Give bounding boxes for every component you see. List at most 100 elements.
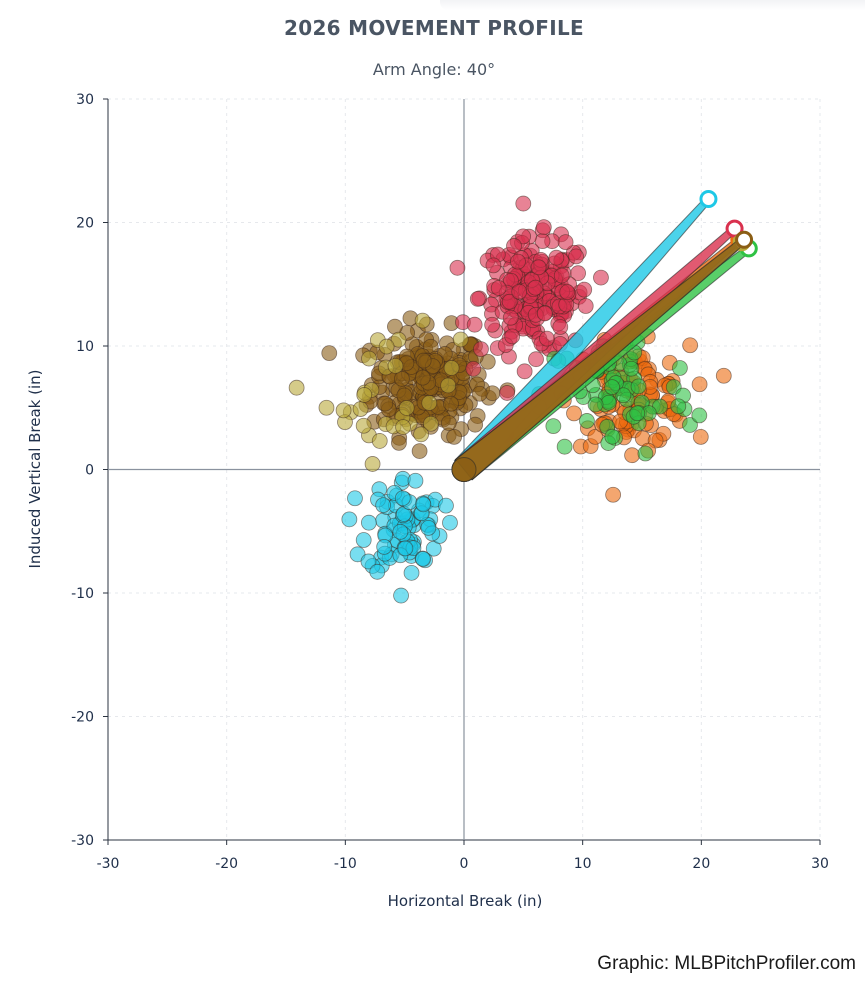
arrow-tip-marker [725, 219, 744, 238]
pitch-point [393, 587, 409, 604]
pitch-point [415, 352, 432, 369]
pitch-point [347, 490, 363, 507]
pitch-point [536, 305, 553, 322]
arm-angle-arrows [451, 190, 758, 482]
pitch-point [670, 398, 687, 415]
pitch-point [361, 350, 377, 367]
pitch-point [407, 472, 424, 489]
pitch-point [515, 228, 532, 245]
pitch-point [375, 497, 392, 514]
pitch-point [395, 419, 411, 435]
pitch-point [604, 428, 621, 445]
pitch-point [360, 514, 377, 531]
y-tick-label: -20 [71, 710, 94, 726]
pitch-point [391, 434, 407, 451]
pitch-point [469, 290, 486, 307]
pitch-point [369, 563, 386, 580]
pitch-point [568, 248, 585, 265]
x-tick-label: 0 [460, 856, 469, 872]
pitch-point [355, 532, 372, 548]
pitch-point [423, 415, 439, 432]
pitch-point [387, 318, 403, 335]
pitch-point [692, 429, 709, 445]
chart-title: 2026 MOVEMENT PROFILE [284, 16, 584, 40]
pitch-point [394, 490, 411, 507]
x-tick-label: -30 [97, 856, 120, 872]
y-tick-label: 20 [76, 216, 94, 232]
pitch-point [465, 360, 482, 377]
chart-subtitle: Arm Angle: 40° [372, 60, 496, 79]
pitch-point [398, 400, 415, 416]
pitch-point [566, 405, 582, 422]
x-axis-label: Horizontal Break (in) [388, 892, 543, 910]
pitch-point [466, 316, 483, 333]
axes: -30 -20 -10 0 10 20 30 -30 -20 -10 0 10 20 30 [71, 92, 829, 872]
pitch-point [605, 486, 622, 503]
x-tick-label: 30 [811, 856, 829, 872]
pitch-point [377, 395, 394, 412]
pitch-point [682, 337, 699, 354]
pitch-point [390, 331, 407, 348]
pitch-point [485, 257, 502, 274]
pitch-point [553, 267, 570, 284]
pitch-point [715, 367, 732, 384]
pitch-point [587, 396, 604, 413]
x-tick-label: 10 [574, 856, 592, 872]
pitch-point [504, 328, 521, 345]
x-tick-label: 20 [692, 856, 710, 872]
pitch-point [587, 428, 604, 445]
pitch-point [552, 319, 569, 335]
pitch-point [356, 387, 373, 403]
pitch-point [371, 433, 388, 449]
pitch-point [321, 345, 338, 362]
pitch-point [415, 496, 432, 513]
pitch-point [414, 369, 431, 386]
pitch-point [579, 413, 595, 429]
pitch-point [318, 399, 335, 416]
arrow-origin [451, 457, 477, 482]
pitch-point [443, 395, 459, 412]
arrow-tip-marker [699, 190, 718, 209]
pitch-point [411, 443, 428, 460]
pitch-point [452, 331, 469, 348]
top-shadow-bar [440, 0, 865, 10]
pitch-point [691, 407, 708, 424]
pitch-point [387, 357, 404, 374]
pitch-point [378, 338, 395, 355]
y-tick-label: 10 [76, 339, 94, 355]
pitch-point [446, 428, 463, 445]
pitch-point [516, 363, 533, 380]
pitch-point [557, 234, 574, 251]
pitch-point [624, 447, 640, 464]
pitch-point [527, 279, 544, 296]
pitch-point [515, 195, 532, 212]
pitch-point [499, 385, 516, 401]
pitch-point [637, 445, 654, 462]
pitch-points [288, 195, 732, 604]
y-tick-label: 0 [85, 463, 94, 479]
pitch-point [467, 416, 484, 433]
pitch-point [510, 253, 526, 270]
pitch-point [559, 284, 576, 301]
pitch-point [421, 395, 438, 411]
pitch-point [440, 415, 457, 431]
pitch-point [360, 553, 377, 570]
pitch-point [484, 316, 501, 333]
pitch-point [535, 219, 552, 235]
pitch-point [473, 341, 489, 358]
pitch-point [539, 330, 555, 347]
credit-text: Graphic: MLBPitchProfiler.com [597, 953, 856, 974]
pitch-point [397, 540, 414, 557]
pitch-point [442, 514, 458, 531]
pitch-point [691, 376, 708, 393]
pitch-point [376, 538, 393, 555]
pitch-point [414, 312, 431, 329]
pitch-point [600, 394, 617, 411]
pitch-point [490, 280, 507, 296]
pitch-point [420, 520, 437, 536]
x-tick-label: -10 [334, 856, 357, 872]
pitch-point [630, 378, 647, 395]
pitch-point [471, 385, 488, 402]
pitch-point [364, 456, 381, 472]
pitch-point [682, 417, 698, 433]
